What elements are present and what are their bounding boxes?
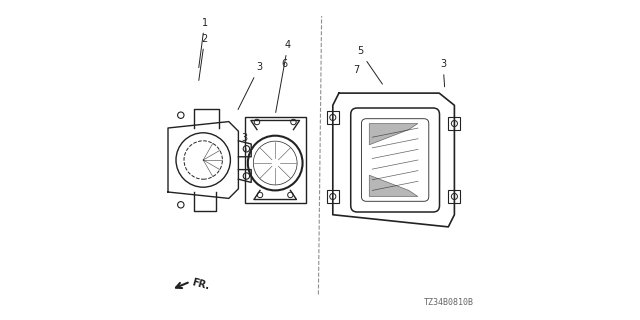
Polygon shape <box>369 175 418 196</box>
Bar <box>327 190 339 203</box>
Text: 3: 3 <box>242 133 248 151</box>
Text: 7: 7 <box>354 65 360 76</box>
Text: 1: 1 <box>199 18 208 68</box>
Bar <box>327 111 339 124</box>
Text: TZ34B0810B: TZ34B0810B <box>424 298 474 307</box>
Bar <box>448 117 461 130</box>
Bar <box>448 190 461 203</box>
Text: FR.: FR. <box>191 278 211 292</box>
Bar <box>245 117 306 203</box>
Polygon shape <box>369 124 418 145</box>
Text: 3: 3 <box>238 62 262 109</box>
Text: 2: 2 <box>199 34 208 80</box>
Text: 3: 3 <box>440 59 446 87</box>
Text: 4: 4 <box>276 40 291 112</box>
Text: 6: 6 <box>282 59 288 69</box>
Text: 5: 5 <box>357 46 383 84</box>
